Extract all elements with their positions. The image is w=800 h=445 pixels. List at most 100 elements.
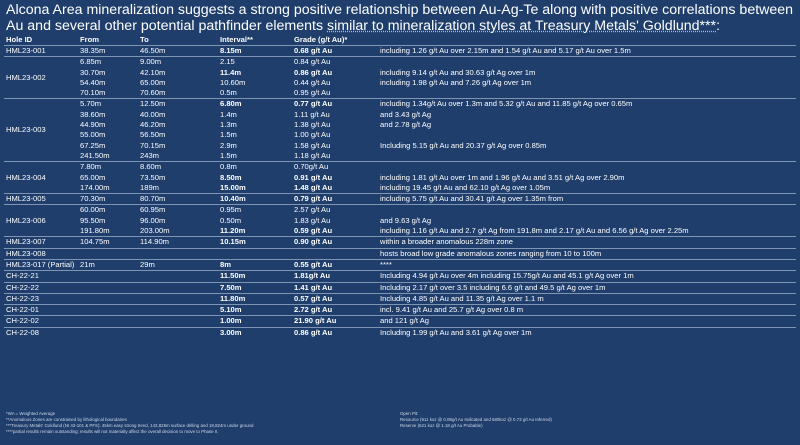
header-notes [378, 35, 796, 46]
table-row: 55.00m 56.50m 1.5m 1.00 g/t Au [4, 130, 796, 140]
from-cell: 21m [78, 258, 138, 271]
note-cell: Including 4.85 g/t Au and 11.35 g/t Ag o… [378, 292, 796, 305]
table-body: HML23-001 38.35m 46.50m 8.15m 0.68 g/t Au inc… [4, 44, 796, 339]
note-cell: and 121 g/t Ag [378, 315, 796, 328]
note-cell [378, 88, 796, 99]
header-from: From [80, 35, 99, 44]
grade-cell: 0.84 g/t Au [292, 56, 378, 68]
table-row: HML23-017 (Partial) 21m 29m 8m 0.55 g/t Au **… [4, 258, 796, 271]
from-cell: 38.60m [80, 109, 106, 119]
note-cell: including 1.98 g/t Au and 7.26 g/t Ag ov… [380, 77, 532, 87]
to-cell: 114.90m [138, 236, 218, 249]
grade-cell: 0.77 g/t Au [292, 98, 378, 110]
from-cell: 60.00m [78, 204, 138, 216]
table-row: CH-22-22 7.50m 1.41 g/t Au Including 2.17 g… [4, 281, 796, 294]
hole-id-cell: CH-22-01 [4, 304, 78, 316]
table-row: HML23-003 5.70m 12.50m 6.80m 0.77 g/t Au incl… [4, 98, 796, 162]
interval-cell: 6.80m [218, 98, 292, 110]
interval-cell: 3.00m [218, 326, 292, 339]
table-row: HML23-001 38.35m 46.50m 8.15m 0.68 g/t Au inc… [4, 44, 796, 57]
note-cell: Including 4.94 g/t Au over 4m including … [378, 270, 796, 283]
grade-cell: 0.86 g/t Au [294, 67, 333, 77]
interval-cell: 1.3m [220, 120, 237, 130]
note-cell [378, 130, 796, 140]
table-row: 30.70m 42.10m 11.4m 0.86 g/t Au including 9.… [4, 68, 796, 78]
hole-id-cell: HML23-005 [4, 193, 78, 205]
interval-cell: 10.60m [220, 77, 246, 87]
footnote: ***Treasury Metals' Goldlund (NI 43-101 … [6, 423, 254, 428]
table-row: CH-22-23 11.80m 0.57 g/t Au Including 4.85 … [4, 292, 796, 305]
note-cell: and 9.63 g/t Ag [380, 215, 432, 225]
grade-cell: 0.91 g/t Au [294, 172, 333, 182]
hole-id-cell: CH-22-22 [4, 281, 78, 294]
hole-id-cell: HML23-004 [4, 161, 78, 194]
table-row: HML23-004 7.80m 8.60m 0.8m 0.70g/t Au [4, 161, 796, 194]
to-cell [138, 281, 218, 294]
header-to: To [140, 35, 149, 44]
slide-title: Alcona Area mineralization suggests a st… [6, 2, 796, 34]
footnote: Open Pit: [400, 411, 419, 416]
to-cell [138, 292, 218, 305]
to-cell: 42.10m [140, 67, 166, 77]
grade-cell: 1.81g/t Au [292, 270, 378, 283]
grade-cell: 0.90 g/t Au [292, 236, 378, 249]
footnote: Reserve (621 koz @ 1.18 g/t Au Probable) [400, 423, 483, 428]
title-text: Alcona Area mineralization suggests a st… [6, 2, 794, 34]
to-cell: 243m [140, 150, 159, 160]
footnote: **Anomalous Zones are constrained by lit… [6, 417, 127, 422]
table-row: 54.40m 65.00m 10.60m 0.44 g/t Au including 1… [4, 78, 796, 88]
grade-cell: 1.38 g/t Au [294, 120, 331, 130]
table-row: 44.90m 46.20m 1.3m 1.38 g/t Au and 2.78 g/t… [4, 120, 796, 130]
table-row: HML23-005 70.30m 80.70m 10.40m 0.79 g/t Au in… [4, 193, 796, 205]
note-cell: Including 1.99 g/t Au and 3.61 g/t Ag ov… [378, 326, 796, 339]
from-cell: 70.10m [80, 88, 106, 98]
interval-cell: 1.5m [220, 150, 237, 160]
note-cell: within a broader anomalous 228m zone [378, 236, 796, 249]
grade-cell: 0.55 g/t Au [292, 258, 378, 271]
to-cell: 73.50m [140, 172, 166, 182]
header-hole-id: Hole ID [6, 35, 33, 44]
title-goldlund-reference: similar to mineralization styles at Trea… [327, 18, 717, 34]
grade-cell: 21.90 g/t Au [292, 315, 378, 328]
grade-cell: 0.86 g/t Au [292, 326, 378, 339]
grade-cell: 0.57 g/t Au [292, 292, 378, 305]
table-row: 65.00m 73.50m 8.50m 0.91 g/t Au including 1.… [4, 173, 796, 183]
to-cell [138, 326, 218, 339]
table-row: 241.50m 243m 1.5m 1.18 g/t Au [4, 151, 796, 162]
to-cell [138, 247, 218, 260]
interval-cell: 10.15m [218, 236, 292, 249]
to-cell: 60.95m [138, 204, 218, 216]
grade-cell: 1.11 g/t Au [294, 109, 330, 119]
hole-id-cell: HML23-017 (Partial) [4, 258, 78, 271]
from-cell: 7.80m [78, 161, 138, 173]
to-cell: 70.60m [140, 88, 166, 98]
interval-cell: 0.50m [220, 215, 242, 225]
interval-cell: 2.15 [218, 56, 292, 68]
note-cell: incl. 9.41 g/t Au and 25.7 g/t Ag over 0… [378, 304, 796, 316]
from-cell: 95.50m [80, 215, 106, 225]
header-interval: Interval** [220, 35, 253, 44]
table-row: 38.60m 40.00m 1.4m 1.11 g/t Au and 3.43 g/t… [4, 110, 796, 120]
table-row: HML23-006 60.00m 60.95m 0.95m 2.57 g/t Au [4, 204, 796, 237]
from-cell: 67.25m [80, 140, 106, 150]
interval-cell: 11.4m [220, 67, 242, 77]
interval-cell: 5.10m [218, 304, 292, 316]
grade-cell: 0.44 g/t Au [294, 77, 331, 87]
from-cell [78, 270, 138, 283]
footnotes-right: Open Pit: Resource (911 koz @ 0.89g/t Au… [400, 411, 780, 429]
from-cell: 174.00m [80, 182, 110, 192]
note-cell: including 19.45 g/t Au and 62.10 g/t Ag … [380, 182, 551, 192]
interval-cell: 7.50m [218, 281, 292, 294]
note-cell [378, 204, 796, 216]
interval-cell: 11.20m [220, 226, 246, 236]
from-cell [78, 292, 138, 305]
table-row: CH-22-08 3.00m 0.86 g/t Au Including 1.99 g… [4, 326, 796, 339]
table-row: HML23-007 104.75m 114.90m 10.15m 0.90 g/t Au… [4, 236, 796, 249]
table-row: CH-22-01 5.10m 2.72 g/t Au incl. 9.41 g/t A… [4, 304, 796, 316]
to-cell: 96.00m [140, 215, 166, 225]
to-cell [138, 315, 218, 328]
note-cell: **** [378, 258, 796, 271]
footnotes-left: *WA = Weighted Average **Anomalous Zones… [6, 411, 386, 435]
to-cell: 8.60m [138, 161, 218, 173]
from-cell: 30.70m [80, 67, 106, 77]
